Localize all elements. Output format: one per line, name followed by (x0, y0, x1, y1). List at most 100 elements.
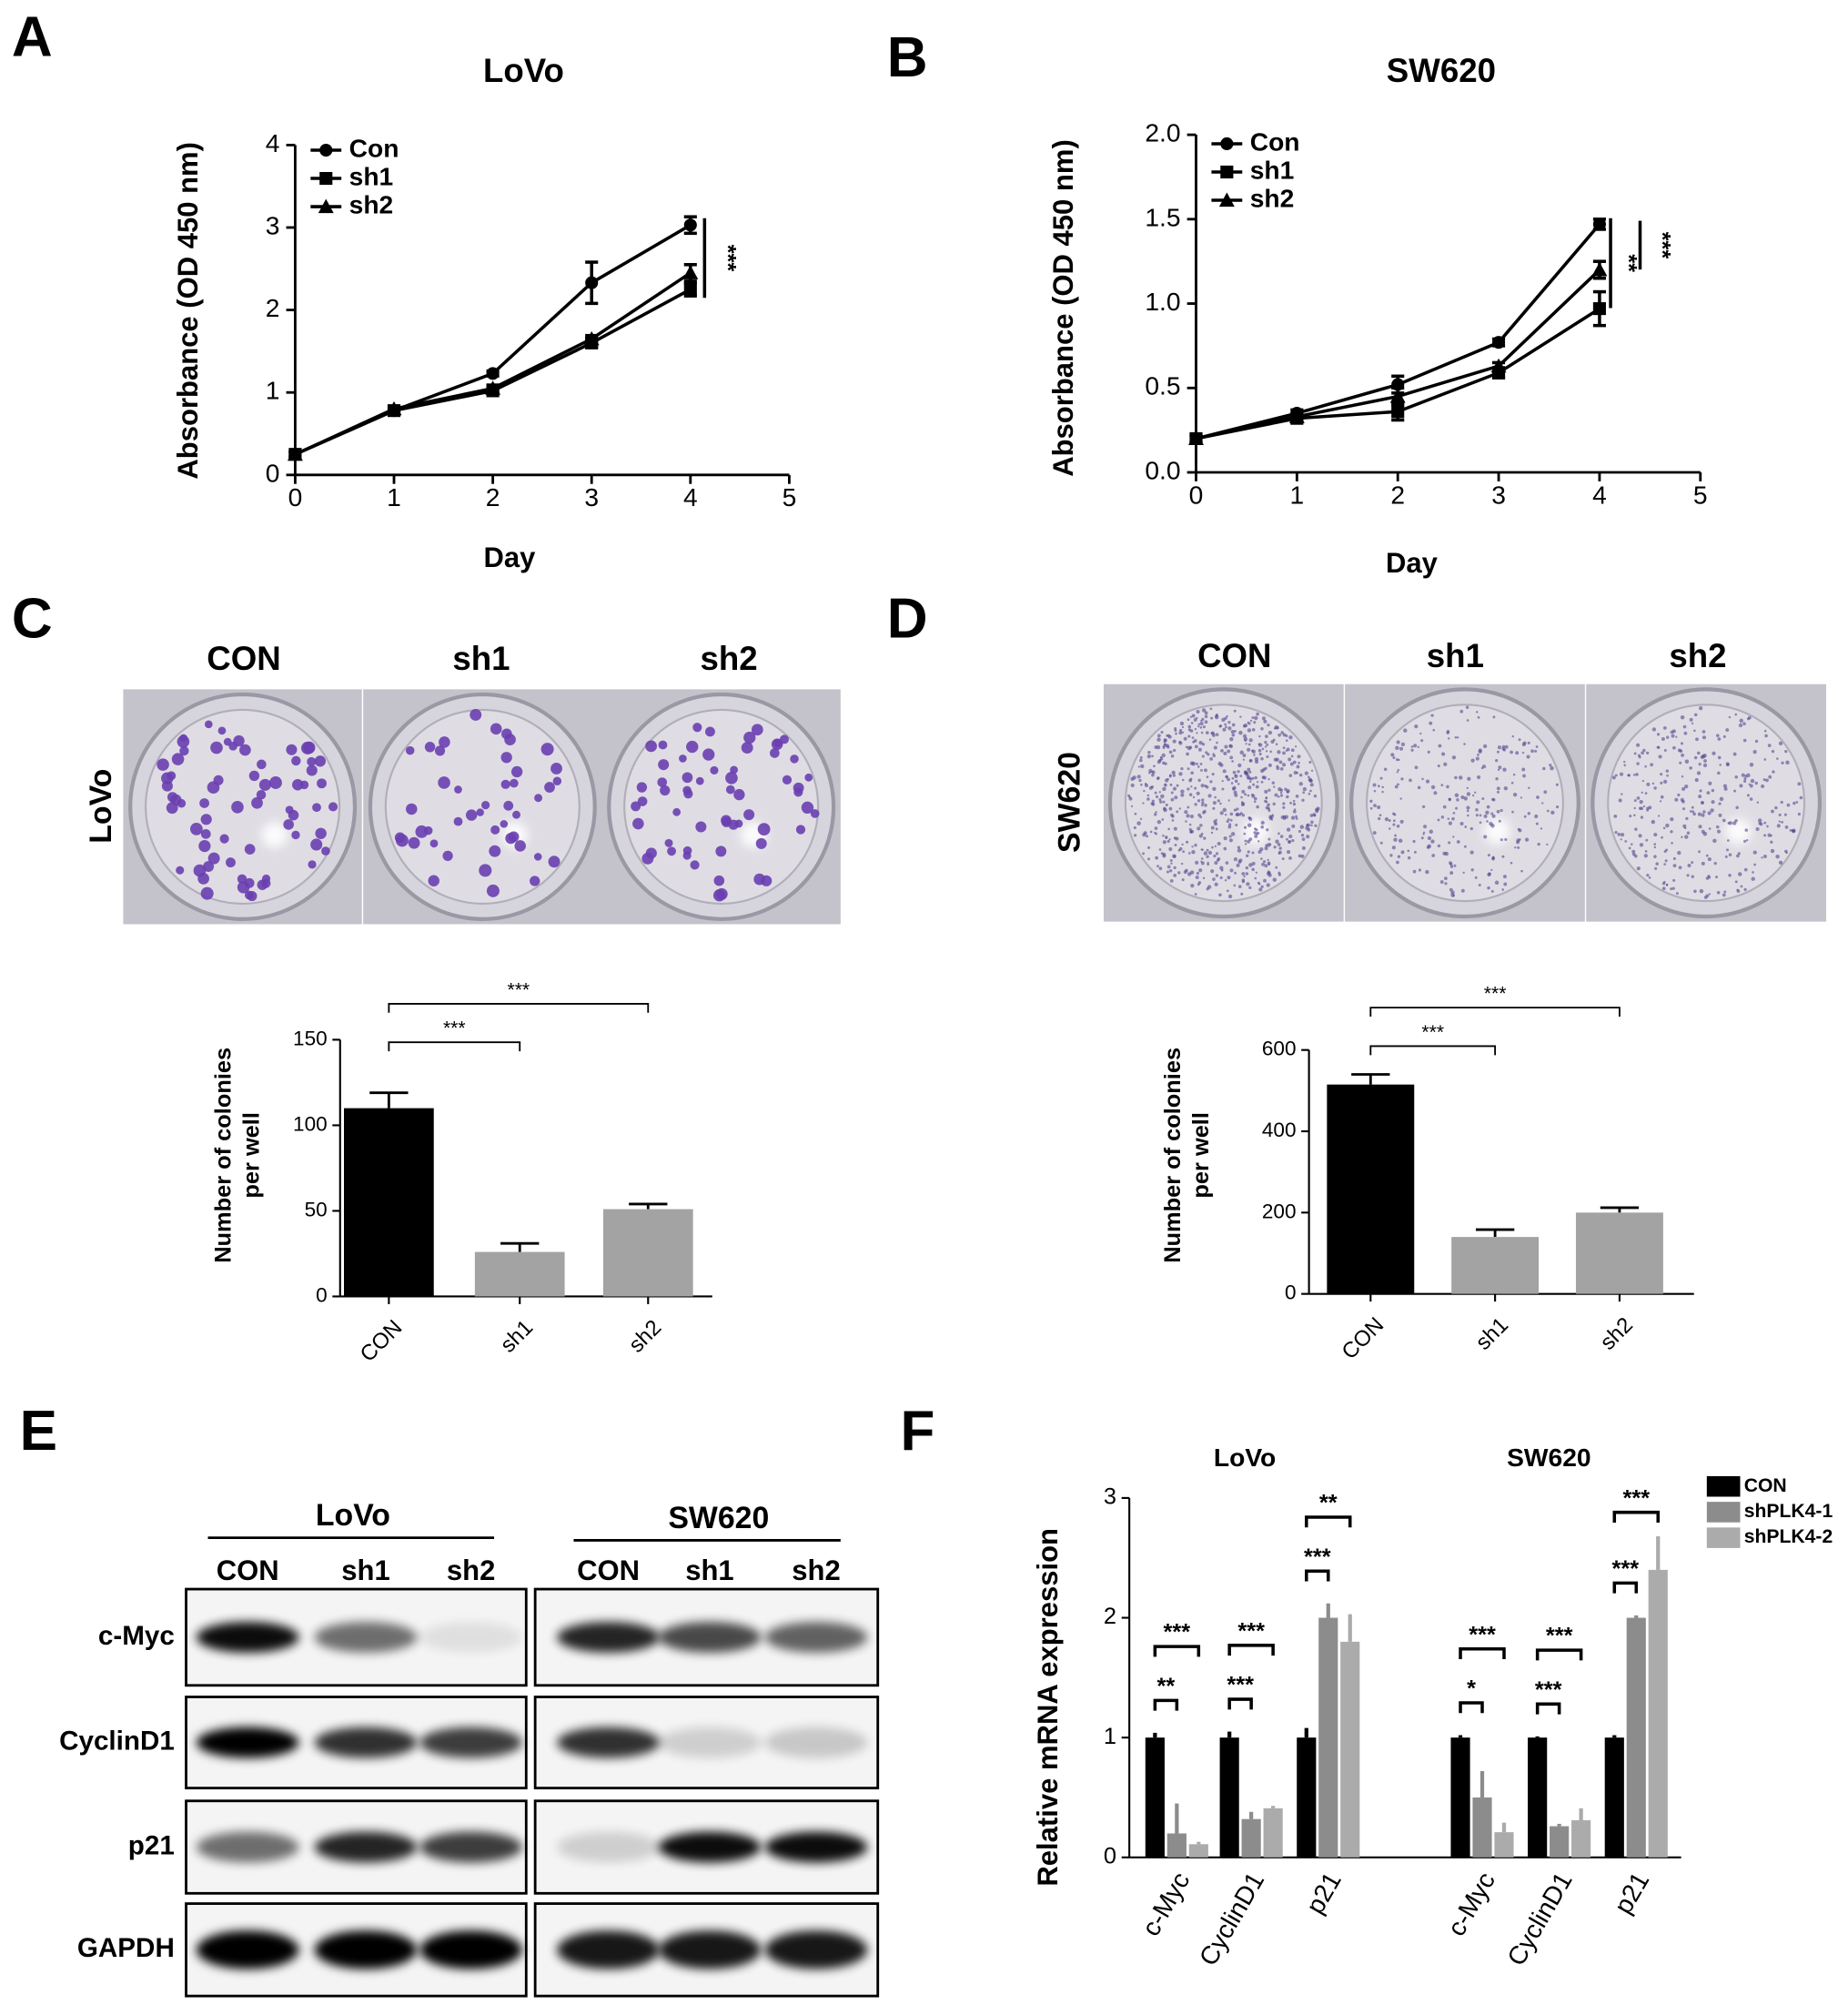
colony (1702, 735, 1707, 740)
colony (1459, 709, 1464, 714)
colony (1717, 755, 1722, 760)
y-tick-label: 4 (266, 128, 280, 157)
marker (319, 171, 333, 186)
colony (1460, 795, 1465, 800)
colony (1168, 806, 1173, 811)
colony (1491, 814, 1496, 818)
colony (1757, 818, 1762, 823)
colony (1534, 814, 1539, 819)
colony (1261, 716, 1267, 721)
colony (1277, 832, 1280, 835)
colony (1469, 826, 1473, 831)
colony (1309, 789, 1312, 793)
colony (1310, 820, 1314, 825)
colony (1705, 894, 1710, 897)
colony (1233, 808, 1237, 812)
blot-band (658, 1622, 762, 1653)
colony (1255, 828, 1258, 832)
colony (1702, 810, 1706, 814)
well-inner (1124, 704, 1323, 903)
significance-label: *** (1484, 984, 1507, 1005)
colony (1290, 754, 1294, 758)
colony (1726, 839, 1730, 842)
colony (1496, 750, 1500, 754)
colony (1719, 764, 1722, 766)
colony (1662, 826, 1666, 830)
colony (1214, 714, 1219, 720)
colony (1251, 716, 1255, 720)
colony (1640, 806, 1644, 811)
colony (1172, 786, 1177, 791)
colony (1663, 850, 1667, 854)
colony (667, 846, 676, 856)
colony (1277, 795, 1280, 798)
marker (1592, 218, 1606, 231)
colony (1194, 893, 1197, 896)
colony (1753, 863, 1756, 866)
colony (1248, 886, 1252, 890)
colony (1440, 815, 1445, 819)
colony (790, 754, 799, 764)
bar (1450, 1737, 1470, 1858)
colony (1447, 817, 1450, 820)
colony (1202, 725, 1206, 729)
significance-bracket (1612, 1581, 1639, 1594)
colony (1279, 791, 1283, 795)
colony (1201, 743, 1206, 746)
colony (1527, 741, 1530, 744)
colony (1781, 821, 1783, 824)
colony (514, 840, 526, 852)
colony (1206, 775, 1209, 779)
colony (1422, 833, 1425, 835)
colony (1187, 724, 1192, 729)
colony (1168, 750, 1173, 754)
colony (1515, 751, 1520, 755)
colony (1662, 725, 1667, 730)
colony (1183, 736, 1187, 741)
y-tick-label: 1 (1104, 1724, 1116, 1749)
colony (1527, 812, 1531, 815)
colony (1216, 741, 1218, 744)
colony (1490, 889, 1494, 893)
colony (1217, 842, 1221, 846)
colony (1215, 874, 1219, 877)
colony (1228, 838, 1234, 843)
colony (1196, 871, 1200, 876)
colony (1164, 783, 1166, 785)
significance-label: *** (443, 1018, 466, 1039)
colony (1786, 803, 1791, 807)
colony (1750, 778, 1755, 784)
colony (210, 741, 223, 754)
colony (1150, 802, 1154, 805)
colony (1146, 797, 1150, 801)
colony (751, 724, 763, 736)
colony (1442, 805, 1447, 809)
colony (1215, 733, 1219, 736)
colony (1155, 832, 1157, 835)
colony (1179, 728, 1183, 732)
colony (1618, 798, 1622, 803)
colony (660, 785, 671, 796)
colony (1718, 813, 1722, 817)
colony (1271, 814, 1275, 816)
colony (1197, 883, 1200, 886)
colony (1430, 785, 1436, 790)
colony (1684, 785, 1689, 789)
colony (167, 771, 177, 781)
colony (1526, 754, 1530, 759)
colony (1520, 796, 1523, 799)
colony (1295, 795, 1299, 798)
colony (1281, 857, 1285, 861)
colony (1242, 734, 1247, 738)
colony (1234, 779, 1238, 784)
colony (1191, 846, 1194, 848)
significance-bracket (1153, 1698, 1179, 1711)
colony (454, 785, 462, 794)
colony (157, 758, 169, 771)
colony (1666, 774, 1669, 777)
colony (1146, 846, 1151, 849)
y-tick-label: 50 (305, 1198, 328, 1220)
significance-label: *** (507, 979, 530, 1000)
colony (1248, 863, 1253, 867)
colony (1496, 790, 1500, 794)
